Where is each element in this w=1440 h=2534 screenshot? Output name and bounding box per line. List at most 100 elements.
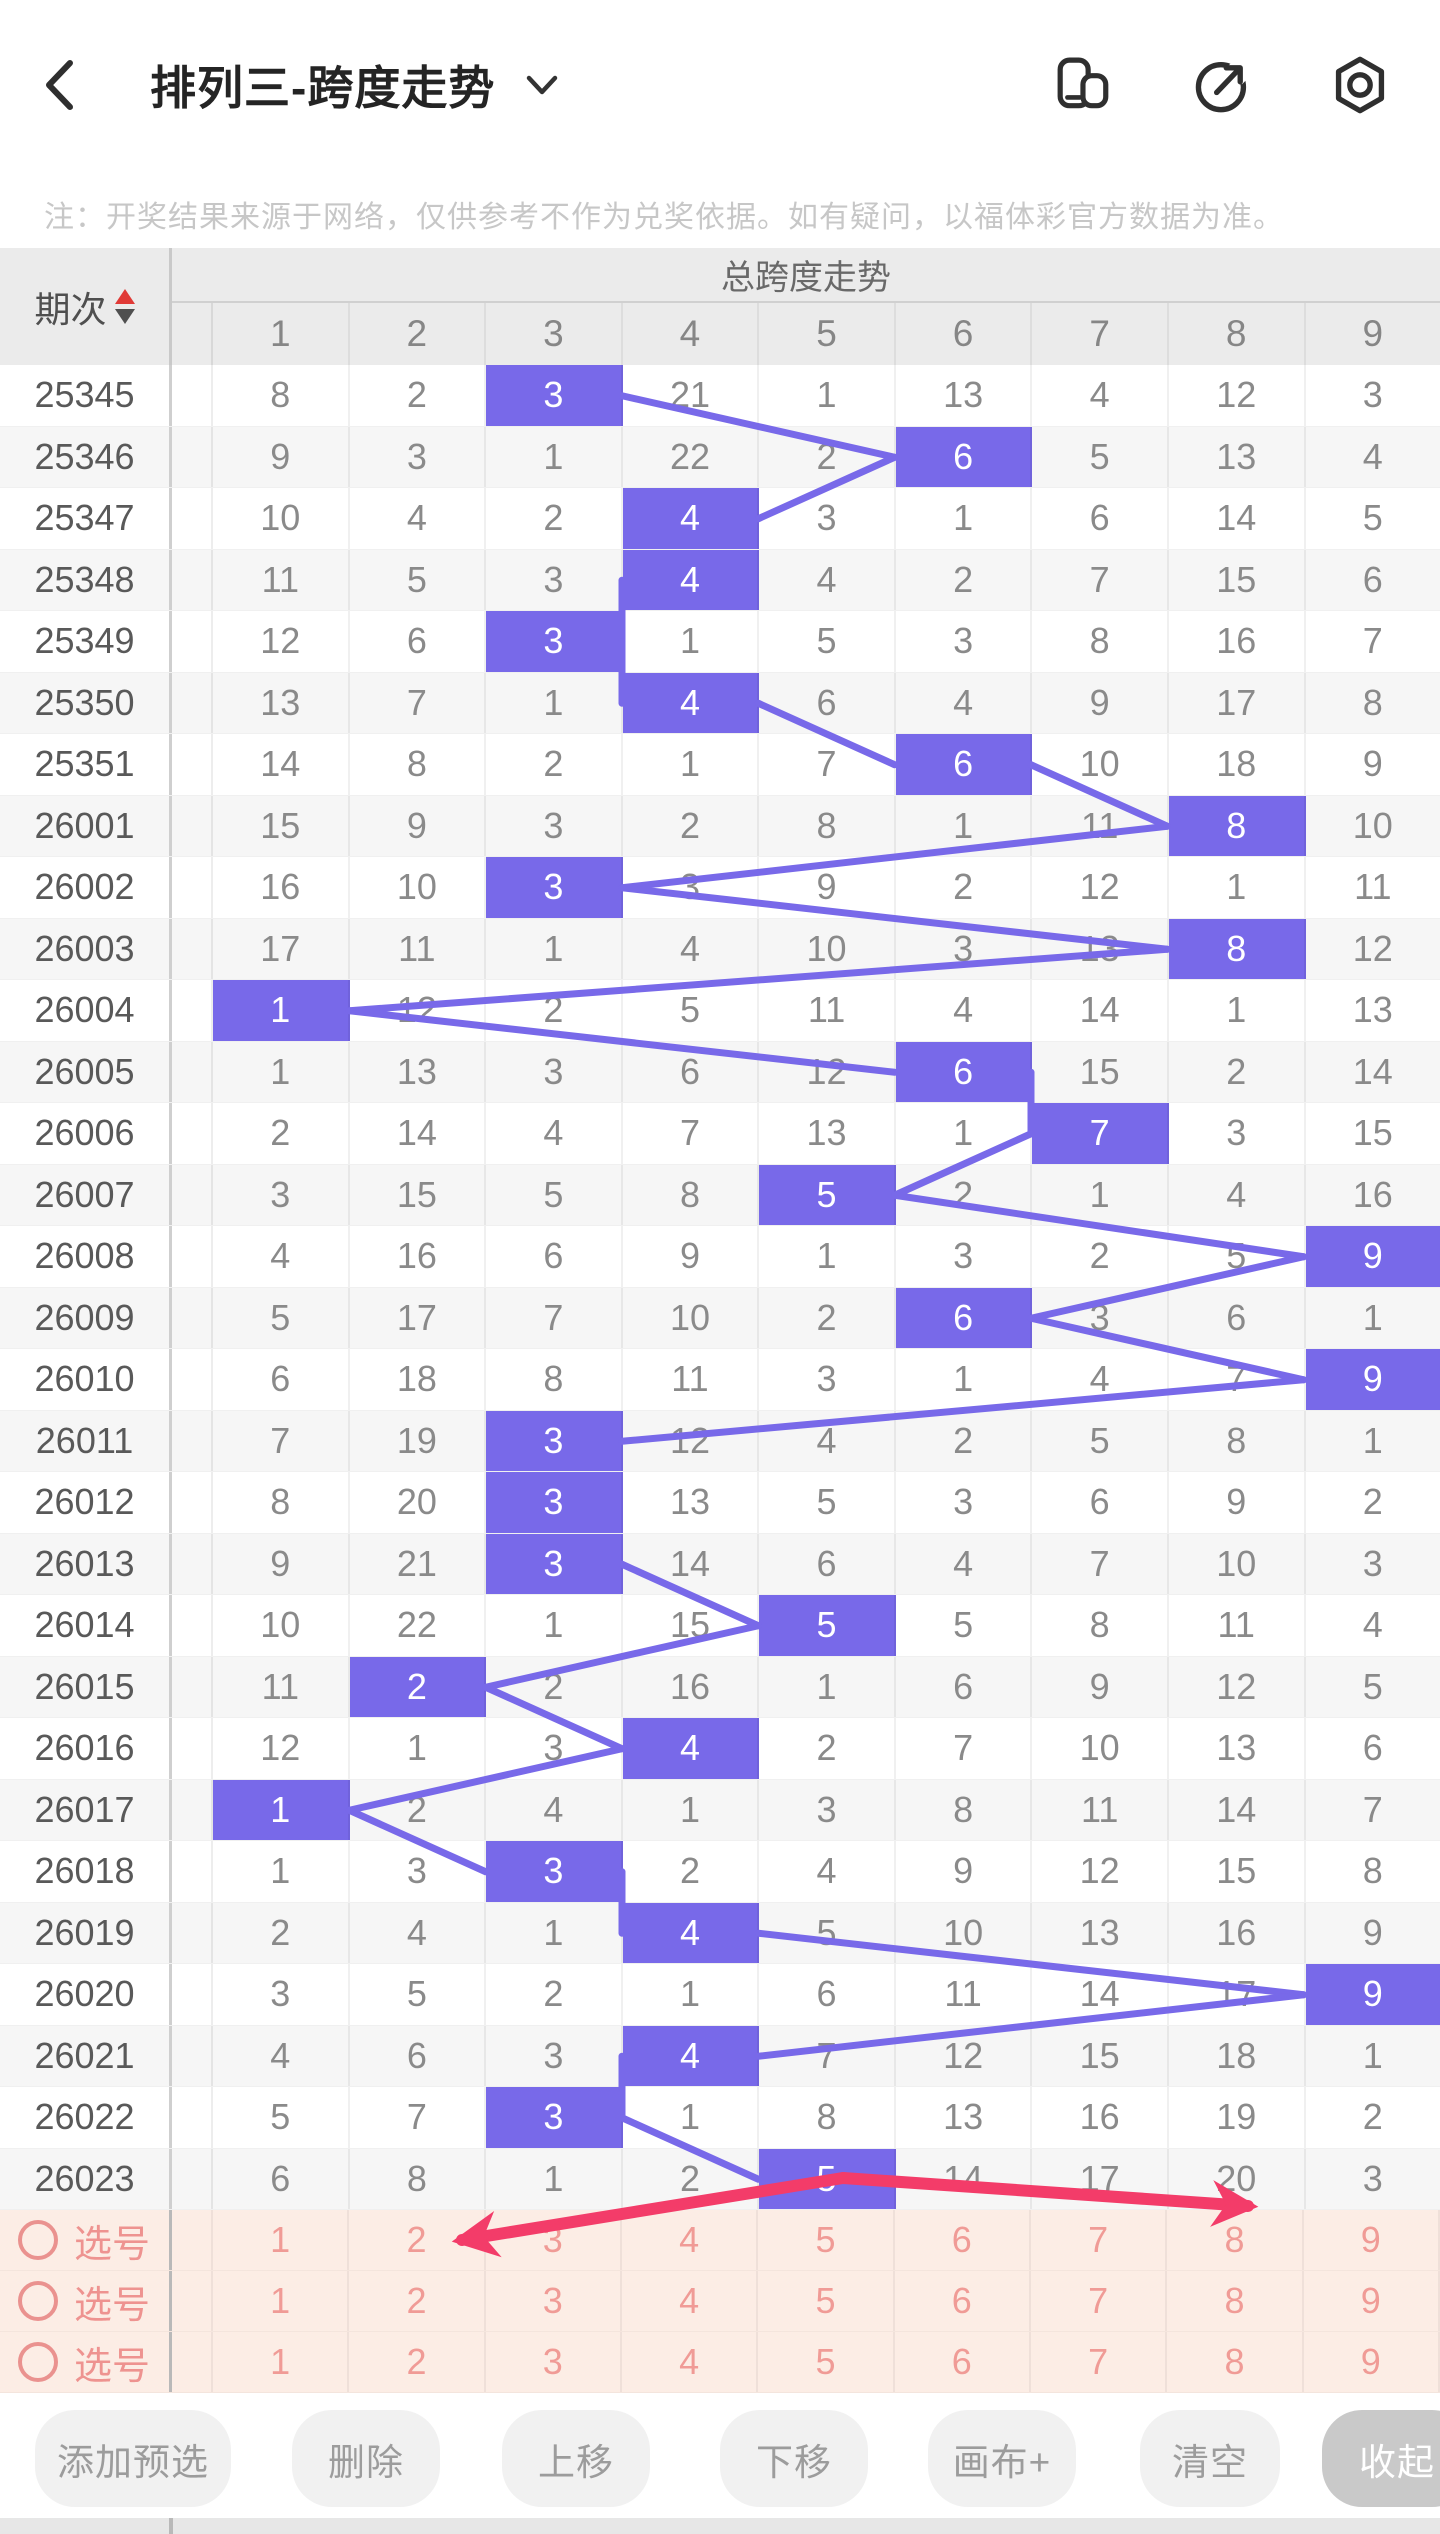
table-row: 26007 3 15 5 8 5 2 1 4 16 xyxy=(0,1164,1440,1226)
select-number[interactable]: 3 xyxy=(486,2210,622,2270)
value-cell: 10 xyxy=(1352,804,1393,846)
value-cell: 6 xyxy=(1032,488,1169,549)
hit-cell: 3 xyxy=(486,1410,623,1471)
table-row: 26006 2 14 4 7 13 1 7 3 15 xyxy=(0,1103,1440,1165)
period-cell: 26011 xyxy=(0,1410,172,1471)
select-number[interactable]: 9 xyxy=(1304,2332,1440,2392)
value-cell: 4 xyxy=(1362,1604,1383,1646)
move-up-button[interactable]: 上移 xyxy=(502,2410,650,2507)
select-circle-icon[interactable] xyxy=(18,2342,58,2382)
value-cell: 11 xyxy=(1032,1779,1169,1840)
select-number[interactable]: 8 xyxy=(1167,2210,1304,2270)
select-row-head[interactable]: 选号 xyxy=(0,2271,172,2331)
period-sort-header[interactable]: 期次 xyxy=(0,248,172,365)
select-number[interactable]: 5 xyxy=(758,2210,895,2270)
select-number[interactable]: 4 xyxy=(622,2210,759,2270)
column-header: 7 xyxy=(1032,303,1169,365)
value-cell: 8 xyxy=(1169,1410,1306,1471)
select-number[interactable]: 2 xyxy=(349,2332,486,2392)
delete-button[interactable]: 删除 xyxy=(292,2410,440,2507)
table-row: 26021 4 6 3 4 7 12 15 18 1 xyxy=(0,2025,1440,2087)
value-cell: 5 xyxy=(486,1164,623,1225)
select-number[interactable]: 6 xyxy=(895,2271,1031,2331)
select-number[interactable]: 8 xyxy=(1167,2332,1304,2392)
value-cell: 2 xyxy=(350,365,487,426)
select-number[interactable]: 2 xyxy=(349,2210,486,2270)
value-cell: 9 xyxy=(213,426,350,487)
select-number[interactable]: 1 xyxy=(213,2332,350,2392)
multi-window-icon[interactable] xyxy=(1054,55,1114,115)
value-cell: 1 xyxy=(623,2087,760,2148)
value-cell: 18 xyxy=(1169,734,1306,795)
value-cell: 4 xyxy=(1362,435,1383,477)
select-number[interactable]: 8 xyxy=(1167,2271,1304,2331)
select-number[interactable]: 1 xyxy=(213,2210,350,2270)
chevron-down-icon[interactable] xyxy=(525,74,559,96)
page-title[interactable]: 排列三-跨度走势 xyxy=(150,62,496,114)
select-number[interactable]: 3 xyxy=(486,2271,622,2331)
select-row-head[interactable]: 选号 xyxy=(0,2210,172,2270)
value-cell: 1 xyxy=(896,795,1033,856)
select-number[interactable]: 6 xyxy=(895,2332,1031,2392)
value-cell: 18 xyxy=(1169,2025,1306,2086)
value-cell: 5 xyxy=(896,1595,1033,1656)
add-preselect-button[interactable]: 添加预选 xyxy=(35,2410,231,2507)
value-cell: 13 xyxy=(623,1472,760,1533)
bottom-toolbar: 添加预选 删除 上移 下移 画布+ 清空 收起 xyxy=(0,2393,1440,2518)
hit-cell: 3 xyxy=(486,1533,623,1594)
select-row: 选号 1 2 3 4 5 6 7 8 9 xyxy=(0,2210,1440,2271)
table-body: 25345 8 2 3 21 1 13 4 12 3 25346 9 3 1 22 2 6 5 13 4 25347 10… xyxy=(0,365,1440,2210)
value-cell: 17 xyxy=(1169,672,1306,733)
value-cell: 8 xyxy=(350,2148,487,2209)
hit-cell: 4 xyxy=(622,488,760,549)
value-cell: 3 xyxy=(1362,2157,1383,2199)
select-number[interactable]: 2 xyxy=(349,2271,486,2331)
select-number[interactable]: 1 xyxy=(213,2271,350,2331)
select-number[interactable]: 5 xyxy=(758,2332,895,2392)
select-number[interactable]: 4 xyxy=(622,2271,759,2331)
value-cell: 19 xyxy=(350,1410,487,1471)
value-cell: 6 xyxy=(623,1041,760,1102)
select-number[interactable]: 4 xyxy=(622,2332,759,2392)
select-circle-icon[interactable] xyxy=(18,2281,58,2321)
value-cell: 5 xyxy=(759,1902,896,1963)
value-cell: 10 xyxy=(213,488,350,549)
value-cell: 9 xyxy=(213,1533,350,1594)
select-number[interactable]: 9 xyxy=(1304,2271,1440,2331)
select-number[interactable]: 3 xyxy=(486,2332,622,2392)
value-cell: 3 xyxy=(1169,1103,1306,1164)
value-cell: 13 xyxy=(759,1103,896,1164)
select-row-head[interactable]: 选号 xyxy=(0,2332,172,2392)
back-icon[interactable] xyxy=(30,53,94,117)
hit-cell: 4 xyxy=(622,1902,760,1963)
period-cell: 26013 xyxy=(0,1533,172,1594)
period-cell: 26005 xyxy=(0,1041,172,1102)
value-cell: 19 xyxy=(1169,2087,1306,2148)
select-number[interactable]: 9 xyxy=(1304,2210,1440,2270)
canvas-button[interactable]: 画布+ xyxy=(928,2410,1076,2507)
move-down-button[interactable]: 下移 xyxy=(720,2410,868,2507)
value-cell: 14 xyxy=(1032,1964,1169,2025)
period-cell: 25350 xyxy=(0,672,172,733)
value-cell: 14 xyxy=(1352,1050,1393,1092)
disclaimer-text: 注：开奖结果来源于网络，仅供参考不作为兑奖依据。如有疑问，以福体彩官方数据为准。 xyxy=(44,201,1284,234)
settings-icon[interactable] xyxy=(1330,55,1390,115)
value-cell: 3 xyxy=(1362,374,1383,416)
column-header: 9 xyxy=(1362,313,1384,354)
select-number[interactable]: 7 xyxy=(1031,2332,1168,2392)
clear-button[interactable]: 清空 xyxy=(1140,2410,1280,2507)
period-cell: 25349 xyxy=(0,611,172,672)
hit-cell: 4 xyxy=(622,672,760,733)
select-number[interactable]: 7 xyxy=(1031,2271,1168,2331)
collapse-button[interactable]: 收起 xyxy=(1322,2410,1440,2507)
value-cell: 3 xyxy=(486,1041,623,1102)
select-number[interactable]: 5 xyxy=(758,2271,895,2331)
select-number[interactable]: 7 xyxy=(1031,2210,1168,2270)
value-cell: 11 xyxy=(1032,795,1169,856)
value-cell: 8 xyxy=(213,1472,350,1533)
select-number[interactable]: 6 xyxy=(895,2210,1031,2270)
select-circle-icon[interactable] xyxy=(18,2220,58,2260)
table-row: 26001 15 9 3 2 8 1 11 8 10 xyxy=(0,795,1440,857)
share-icon[interactable] xyxy=(1192,55,1252,115)
value-cell: 1 xyxy=(1362,1419,1383,1461)
